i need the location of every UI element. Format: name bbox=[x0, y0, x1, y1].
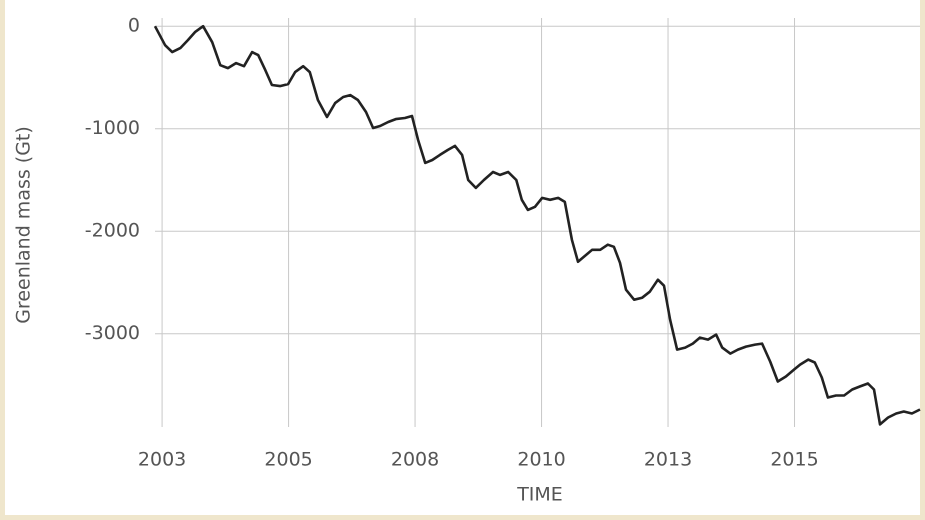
y-tick-label: -2000 bbox=[85, 220, 140, 242]
y-tick-label: 0 bbox=[128, 15, 140, 37]
x-tick-label: 2003 bbox=[138, 449, 186, 471]
x-tick-label: 2005 bbox=[264, 449, 312, 471]
x-tick-label: 2010 bbox=[517, 449, 565, 471]
y-tick-label: -3000 bbox=[85, 322, 140, 344]
data-line bbox=[153, 24, 921, 426]
panel bbox=[5, 0, 920, 515]
y-tick-label: -1000 bbox=[85, 117, 140, 139]
x-tick-label: 2008 bbox=[391, 449, 439, 471]
y-axis-title: Greenland mass (Gt) bbox=[13, 126, 35, 324]
x-tick-label: 2015 bbox=[770, 449, 818, 471]
x-axis-title: TIME bbox=[516, 484, 563, 506]
x-tick-label: 2013 bbox=[644, 449, 692, 471]
